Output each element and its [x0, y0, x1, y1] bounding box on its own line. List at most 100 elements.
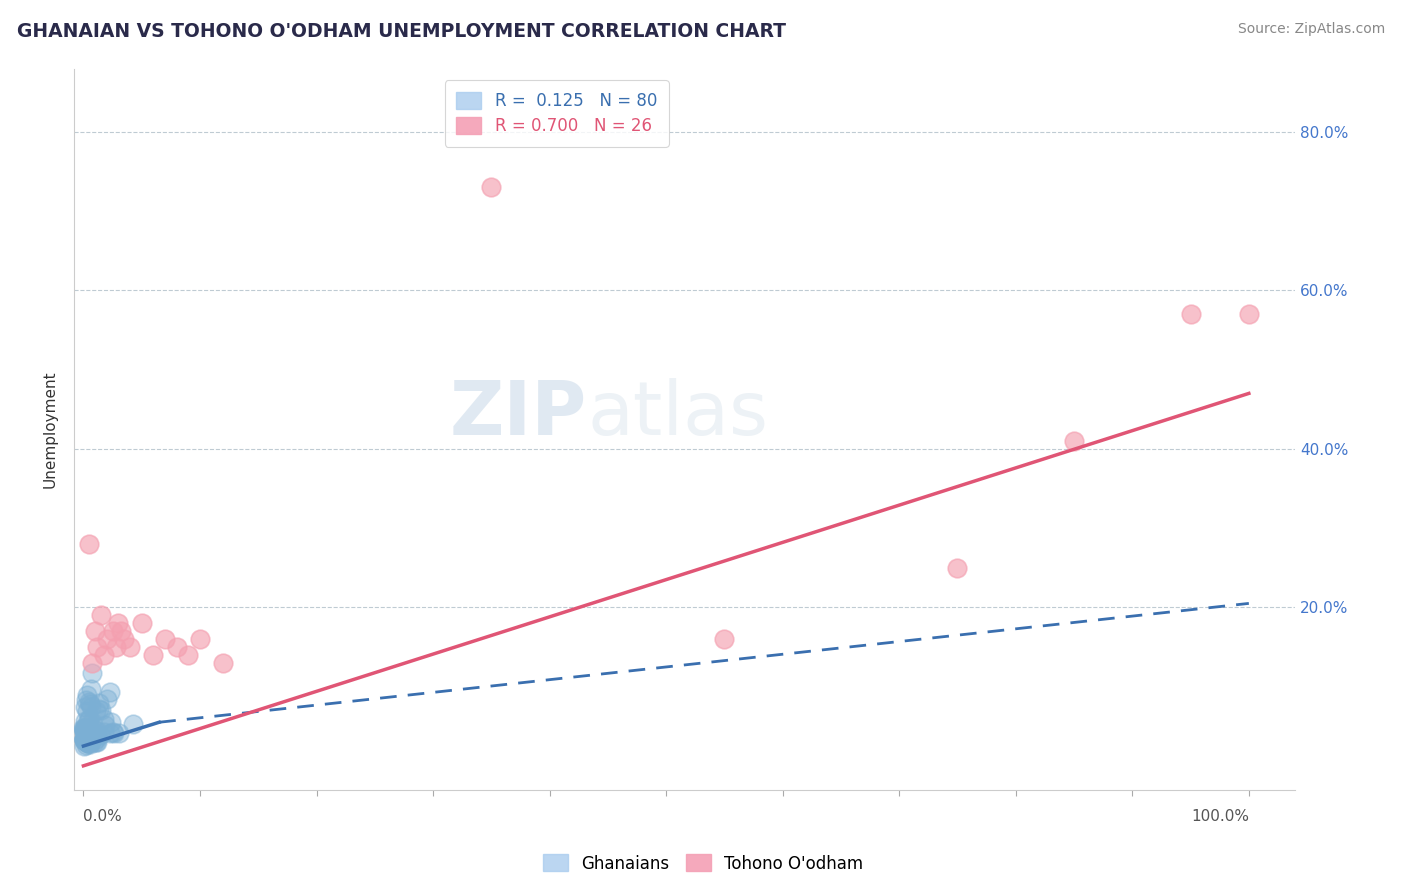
- Point: [83, 728, 105, 742]
- Point: [77, 734, 100, 748]
- Point: [73, 733, 96, 747]
- Point: [77, 714, 100, 728]
- Point: [77, 736, 100, 750]
- Point: [77, 725, 100, 739]
- Point: [83, 735, 105, 749]
- Point: [188, 632, 211, 646]
- Point: [80, 665, 103, 680]
- Point: [73, 732, 96, 747]
- Point: [77, 736, 100, 750]
- Point: [84, 731, 107, 746]
- Point: [73, 723, 96, 738]
- Point: [73, 723, 96, 737]
- Point: [479, 180, 502, 194]
- Point: [77, 695, 100, 709]
- Point: [713, 632, 735, 646]
- Point: [75, 739, 97, 753]
- Point: [101, 624, 124, 639]
- Point: [153, 632, 176, 646]
- Point: [73, 731, 96, 746]
- Point: [73, 724, 96, 739]
- Point: [122, 717, 145, 731]
- Point: [80, 700, 103, 714]
- Point: [87, 702, 110, 716]
- Point: [90, 703, 112, 717]
- Point: [946, 560, 969, 574]
- Point: [77, 735, 100, 749]
- Point: [100, 714, 122, 729]
- Legend: Ghanaians, Tohono O'odham: Ghanaians, Tohono O'odham: [536, 847, 870, 880]
- Point: [73, 732, 96, 747]
- Point: [79, 712, 101, 726]
- Point: [84, 704, 107, 718]
- Point: [79, 726, 101, 740]
- Point: [103, 726, 125, 740]
- Text: GHANAIAN VS TOHONO O'ODHAM UNEMPLOYMENT CORRELATION CHART: GHANAIAN VS TOHONO O'ODHAM UNEMPLOYMENT …: [17, 22, 786, 41]
- Point: [75, 735, 97, 749]
- Y-axis label: Unemployment: Unemployment: [44, 370, 58, 488]
- Point: [101, 725, 124, 739]
- Point: [80, 656, 103, 670]
- Point: [86, 728, 108, 742]
- Point: [1063, 434, 1085, 448]
- Point: [131, 616, 153, 631]
- Point: [79, 735, 101, 749]
- Point: [76, 704, 98, 718]
- Text: 100.0%: 100.0%: [1191, 809, 1249, 824]
- Point: [112, 632, 135, 646]
- Point: [73, 723, 96, 738]
- Point: [94, 718, 117, 732]
- Point: [96, 691, 118, 706]
- Point: [96, 632, 118, 646]
- Point: [77, 731, 100, 746]
- Point: [75, 714, 97, 728]
- Point: [118, 640, 141, 654]
- Point: [212, 656, 235, 670]
- Point: [77, 735, 100, 749]
- Point: [77, 537, 100, 551]
- Point: [73, 722, 96, 736]
- Point: [73, 739, 96, 753]
- Point: [76, 732, 98, 747]
- Point: [110, 624, 132, 639]
- Point: [89, 728, 111, 742]
- Text: ZIP: ZIP: [450, 378, 588, 451]
- Point: [1180, 307, 1202, 321]
- Point: [76, 730, 98, 744]
- Point: [79, 723, 101, 737]
- Point: [79, 728, 101, 742]
- Point: [75, 693, 97, 707]
- Point: [84, 624, 107, 639]
- Point: [108, 725, 131, 739]
- Point: [76, 735, 98, 749]
- Point: [107, 616, 129, 631]
- Point: [86, 735, 108, 749]
- Point: [79, 737, 101, 751]
- Point: [72, 721, 94, 735]
- Point: [93, 712, 115, 726]
- Point: [105, 640, 128, 654]
- Point: [75, 722, 97, 736]
- Point: [89, 696, 111, 710]
- Point: [73, 723, 96, 737]
- Point: [98, 685, 121, 699]
- Point: [80, 681, 103, 696]
- Point: [79, 733, 101, 747]
- Point: [83, 730, 105, 744]
- Legend: R =  0.125   N = 80, R = 0.700   N = 26: R = 0.125 N = 80, R = 0.700 N = 26: [444, 80, 668, 147]
- Point: [80, 720, 103, 734]
- Text: 0.0%: 0.0%: [83, 809, 122, 824]
- Point: [82, 715, 104, 730]
- Point: [82, 728, 104, 742]
- Point: [73, 732, 96, 747]
- Point: [142, 648, 165, 662]
- Point: [82, 731, 104, 745]
- Point: [86, 640, 108, 654]
- Point: [73, 732, 96, 747]
- Point: [93, 725, 115, 739]
- Point: [1237, 307, 1260, 321]
- Point: [93, 648, 115, 662]
- Point: [100, 726, 122, 740]
- Point: [177, 648, 200, 662]
- Point: [166, 640, 188, 654]
